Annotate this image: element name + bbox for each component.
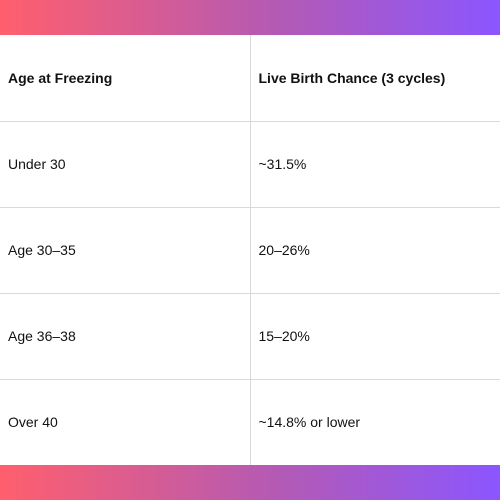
bottom-gradient-band xyxy=(0,465,500,500)
cell-age: Age 30–35 xyxy=(0,206,251,294)
cell-age: Over 40 xyxy=(0,378,251,465)
header-live-birth-chance: Live Birth Chance (3 cycles) xyxy=(249,35,500,122)
table-row: Age 30–35 20–26% xyxy=(0,206,500,294)
table-header-row: Age at Freezing Live Birth Chance (3 cyc… xyxy=(0,35,500,122)
data-table: Age at Freezing Live Birth Chance (3 cyc… xyxy=(0,35,500,465)
cell-chance: ~14.8% or lower xyxy=(249,378,500,465)
table-row: Age 36–38 15–20% xyxy=(0,292,500,380)
cell-chance: ~31.5% xyxy=(249,120,500,208)
cell-age: Age 36–38 xyxy=(0,292,251,380)
cell-chance: 15–20% xyxy=(249,292,500,380)
table-row: Over 40 ~14.8% or lower xyxy=(0,378,500,465)
table-row: Under 30 ~31.5% xyxy=(0,120,500,208)
cell-chance: 20–26% xyxy=(249,206,500,294)
header-age-at-freezing: Age at Freezing xyxy=(0,35,251,122)
top-gradient-band xyxy=(0,0,500,35)
cell-age: Under 30 xyxy=(0,120,251,208)
